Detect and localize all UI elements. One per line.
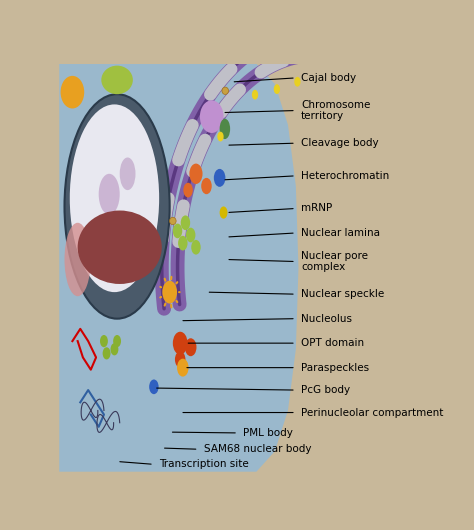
Text: OPT domain: OPT domain <box>301 338 364 348</box>
Circle shape <box>103 347 110 359</box>
Circle shape <box>79 135 92 155</box>
Ellipse shape <box>219 119 230 139</box>
Circle shape <box>191 240 201 254</box>
Circle shape <box>175 351 185 368</box>
Circle shape <box>273 84 280 94</box>
Ellipse shape <box>316 40 323 47</box>
Circle shape <box>201 178 212 194</box>
Circle shape <box>177 359 189 377</box>
Text: PML body: PML body <box>243 428 293 438</box>
Ellipse shape <box>200 100 224 133</box>
Circle shape <box>100 335 108 347</box>
Ellipse shape <box>99 174 120 215</box>
Circle shape <box>113 335 121 347</box>
Ellipse shape <box>101 66 133 94</box>
Circle shape <box>219 206 228 219</box>
Text: PcG body: PcG body <box>301 385 350 395</box>
Text: Paraspeckles: Paraspeckles <box>301 363 369 373</box>
Ellipse shape <box>222 87 228 94</box>
Ellipse shape <box>408 97 414 104</box>
Text: Nuclear lamina: Nuclear lamina <box>301 228 380 238</box>
Circle shape <box>162 281 177 304</box>
Ellipse shape <box>64 94 170 319</box>
Text: Heterochromatin: Heterochromatin <box>301 171 389 181</box>
Circle shape <box>214 169 226 187</box>
Circle shape <box>181 215 190 230</box>
Text: Cleavage body: Cleavage body <box>301 138 379 148</box>
Ellipse shape <box>64 223 91 296</box>
Ellipse shape <box>70 104 159 292</box>
Polygon shape <box>59 64 299 472</box>
Circle shape <box>183 183 193 198</box>
Ellipse shape <box>120 157 136 190</box>
Circle shape <box>149 379 159 394</box>
Circle shape <box>294 77 301 86</box>
Circle shape <box>185 338 197 356</box>
Text: Nuclear pore
complex: Nuclear pore complex <box>301 251 368 272</box>
Text: Transcription site: Transcription site <box>159 460 249 470</box>
Circle shape <box>110 343 118 356</box>
Circle shape <box>173 224 182 238</box>
Text: SAM68 nuclear body: SAM68 nuclear body <box>204 444 311 454</box>
Ellipse shape <box>61 76 84 109</box>
Circle shape <box>252 90 258 100</box>
Text: Cajal body: Cajal body <box>301 73 356 83</box>
Text: Chromosome
territory: Chromosome territory <box>301 100 371 121</box>
Text: Nuclear speckle: Nuclear speckle <box>301 289 384 299</box>
Ellipse shape <box>454 233 461 240</box>
Circle shape <box>217 131 224 142</box>
Circle shape <box>178 236 188 251</box>
Text: mRNP: mRNP <box>301 204 332 214</box>
Text: Perinucleolar compartment: Perinucleolar compartment <box>301 408 444 418</box>
Circle shape <box>190 164 202 184</box>
Text: Nucleolus: Nucleolus <box>301 314 352 324</box>
Ellipse shape <box>170 217 176 225</box>
Ellipse shape <box>78 210 162 284</box>
Circle shape <box>186 228 195 242</box>
Circle shape <box>173 332 188 355</box>
